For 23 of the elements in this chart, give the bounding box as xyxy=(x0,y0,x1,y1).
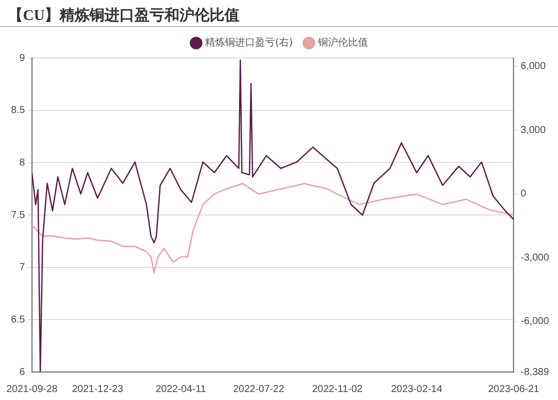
y2-tick-label: 6,000 xyxy=(520,61,546,72)
y2-tick-label: 3,000 xyxy=(520,124,546,136)
y-tick-label: 7.5 xyxy=(10,210,26,221)
x-tick-label: 2023-06-21 xyxy=(488,384,540,395)
legend-label: 精炼铜进口盈亏(右) xyxy=(205,36,293,49)
y-tick-label: 9 xyxy=(19,52,26,64)
y-tick-label: 6 xyxy=(19,366,26,378)
x-tick-label: 2021-09-28 xyxy=(6,384,58,395)
legend-label: 铜沪伦比值 xyxy=(316,36,368,49)
x-tick-label: 2022-11-02 xyxy=(312,384,363,395)
y2-tick-label: 0 xyxy=(520,188,527,200)
x-tick-label: 2022-04-11 xyxy=(156,384,206,395)
chart-title: 【CU】精炼铜进口盈亏和沪伦比值 xyxy=(8,6,240,25)
y2-tick-label: -8,389 xyxy=(520,366,550,378)
y-tick-label: 8.5 xyxy=(10,105,26,116)
y-tick-label: 6.5 xyxy=(10,314,26,326)
y2-tick-label: -3,000 xyxy=(520,252,550,264)
y-tick-label: 8 xyxy=(19,157,26,168)
x-tick-label: 2023-02-14 xyxy=(391,384,443,395)
y2-tick-label: -6,000 xyxy=(520,316,550,328)
x-tick-label: 2021-12-23 xyxy=(72,384,124,395)
y-tick-label: 7 xyxy=(19,262,26,274)
x-tick-label: 2022-07-22 xyxy=(233,384,285,395)
